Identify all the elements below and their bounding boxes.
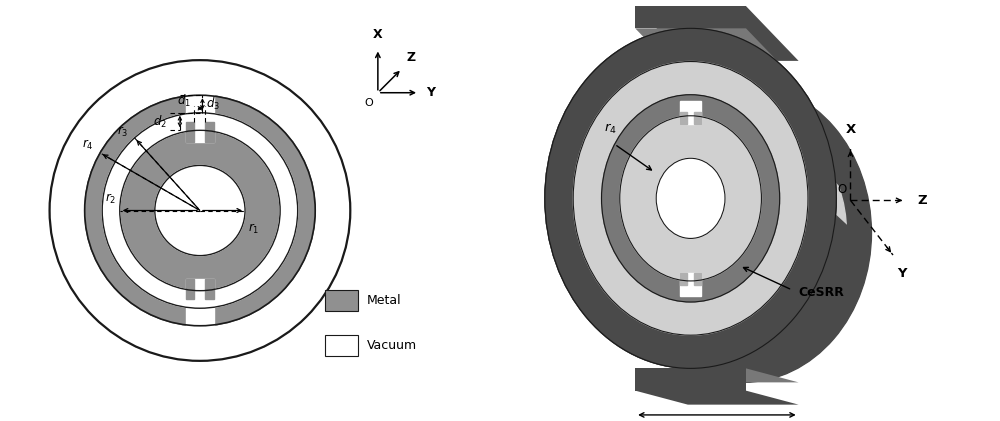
- Text: $d_2$: $d_2$: [153, 114, 167, 130]
- Polygon shape: [635, 6, 746, 28]
- Text: Z: Z: [406, 51, 415, 64]
- Text: Metal: Metal: [367, 294, 401, 307]
- Ellipse shape: [620, 116, 761, 281]
- Ellipse shape: [656, 158, 725, 238]
- Text: $r_4$: $r_4$: [604, 122, 617, 136]
- Text: $r_3$: $r_3$: [117, 125, 129, 139]
- Text: $r_1$: $r_1$: [248, 221, 259, 236]
- Ellipse shape: [656, 158, 725, 238]
- Ellipse shape: [602, 95, 780, 302]
- Circle shape: [155, 165, 245, 256]
- Bar: [205, 279, 214, 299]
- Text: X: X: [373, 28, 383, 41]
- Polygon shape: [545, 28, 751, 382]
- Bar: [734, 147, 752, 168]
- Circle shape: [85, 95, 315, 326]
- Circle shape: [155, 165, 245, 256]
- Text: $r_4$: $r_4$: [82, 138, 94, 152]
- Ellipse shape: [713, 197, 773, 268]
- Ellipse shape: [573, 61, 808, 335]
- Polygon shape: [635, 391, 799, 405]
- Polygon shape: [546, 214, 871, 382]
- Polygon shape: [635, 28, 799, 83]
- Circle shape: [85, 95, 315, 326]
- Text: $r_2$: $r_2$: [105, 192, 117, 206]
- Bar: [680, 112, 687, 124]
- Text: Z: Z: [917, 194, 927, 207]
- Bar: [186, 122, 194, 142]
- Bar: [694, 112, 701, 124]
- Polygon shape: [635, 6, 799, 61]
- Bar: [205, 122, 214, 142]
- Bar: [680, 101, 701, 124]
- Bar: [325, 335, 358, 356]
- Ellipse shape: [665, 141, 822, 324]
- Ellipse shape: [602, 95, 780, 302]
- Ellipse shape: [545, 28, 836, 368]
- Ellipse shape: [573, 61, 808, 335]
- Text: $p$: $p$: [712, 420, 722, 421]
- Ellipse shape: [681, 160, 806, 305]
- Ellipse shape: [640, 112, 847, 353]
- Bar: [680, 273, 687, 285]
- Bar: [680, 273, 701, 296]
- Text: $d_3$: $d_3$: [206, 96, 220, 112]
- Text: O: O: [364, 98, 373, 108]
- Polygon shape: [635, 368, 799, 382]
- Ellipse shape: [620, 116, 761, 281]
- Polygon shape: [546, 28, 871, 218]
- Bar: [325, 290, 358, 311]
- Bar: [186, 279, 194, 299]
- Text: O: O: [837, 183, 846, 196]
- Text: Y: Y: [898, 267, 907, 280]
- Circle shape: [50, 60, 350, 361]
- Text: Vacuum: Vacuum: [367, 339, 417, 352]
- Bar: [734, 157, 740, 168]
- Bar: [186, 55, 214, 142]
- Ellipse shape: [615, 83, 871, 382]
- Bar: [186, 279, 214, 366]
- Text: CeSRR: CeSRR: [798, 286, 844, 299]
- Bar: [694, 273, 701, 285]
- Text: $d_1$: $d_1$: [177, 93, 191, 109]
- Polygon shape: [635, 368, 746, 391]
- Text: Y: Y: [426, 86, 435, 99]
- Circle shape: [85, 95, 315, 326]
- Text: X: X: [845, 123, 856, 136]
- Bar: [746, 157, 752, 168]
- Ellipse shape: [545, 28, 836, 368]
